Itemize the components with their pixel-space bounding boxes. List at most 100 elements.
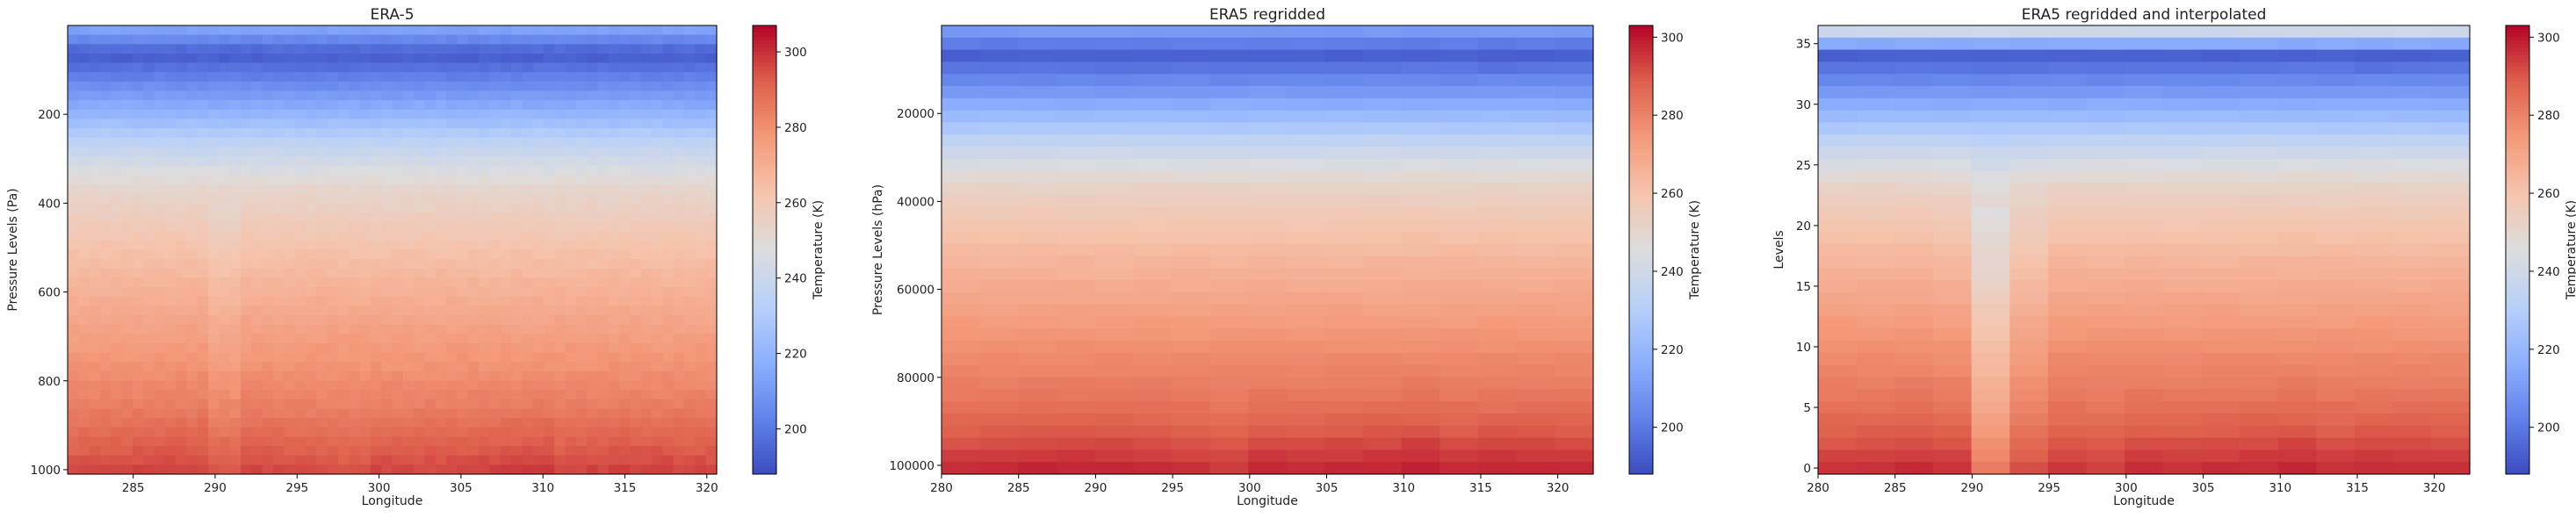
heatmap-cell [337, 287, 350, 298]
heatmap-cell [662, 315, 675, 326]
heatmap-cell [597, 156, 610, 167]
heatmap-cell [479, 212, 490, 223]
heatmap-cell [2355, 231, 2394, 245]
heatmap-cell [608, 44, 620, 54]
colorbar-segment [753, 388, 776, 392]
colorbar-segment [753, 306, 776, 311]
heatmap-cell [241, 259, 252, 270]
heatmap-cell [197, 53, 209, 64]
heatmap-cell [510, 137, 523, 147]
heatmap-cell [414, 324, 426, 335]
heatmap-cell [510, 287, 523, 298]
heatmap-cell [630, 109, 642, 120]
heatmap-cell [597, 277, 610, 288]
colorbar-segment [2506, 272, 2529, 277]
heatmap-cell [359, 203, 372, 213]
heatmap-cell [414, 53, 426, 64]
heatmap-cell [1516, 268, 1555, 281]
heatmap-cell [273, 240, 285, 251]
heatmap-cell [1856, 425, 1895, 439]
heatmap-cell [370, 81, 382, 92]
heatmap-cell [284, 380, 296, 391]
heatmap-cell [1286, 86, 1326, 99]
heatmap-cell [273, 342, 285, 354]
heatmap-cell [251, 100, 263, 111]
heatmap-cell [662, 427, 675, 438]
colorbar-segment [753, 246, 776, 250]
heatmap-cell [2240, 377, 2279, 390]
heatmap-cell [414, 231, 426, 241]
heatmap-cell [1478, 195, 1518, 208]
colorbar-segment [1629, 418, 1653, 422]
heatmap-cell [262, 277, 274, 288]
heatmap-cell [359, 342, 372, 354]
colorbar-segment [1629, 347, 1653, 351]
heatmap-cell [532, 268, 545, 279]
heatmap-cell [1056, 268, 1096, 281]
heatmap-cell [2316, 377, 2356, 390]
heatmap-cell [2086, 352, 2125, 366]
colorbar-segment [1629, 294, 1653, 299]
heatmap-cell [1324, 255, 1364, 269]
heatmap-cell [1248, 183, 1288, 196]
heatmap-cell [176, 268, 188, 279]
heatmap-cell [164, 137, 177, 147]
heatmap-cell [359, 119, 372, 129]
heatmap-cell [327, 371, 339, 382]
heatmap-cell [489, 109, 501, 120]
heatmap-cell [349, 240, 361, 251]
heatmap-cell [597, 34, 610, 45]
heatmap-cell [1363, 352, 1403, 366]
heatmap-cell [684, 109, 696, 120]
heatmap-cell [143, 464, 155, 475]
heatmap-cell [1440, 134, 1479, 147]
heatmap-cell [229, 287, 242, 298]
colorbar-segment [753, 74, 776, 79]
heatmap-cell [684, 25, 696, 36]
heatmap-cell [111, 137, 123, 147]
heatmap-cell [89, 399, 101, 410]
heatmap-cell [1363, 268, 1403, 281]
heatmap-cell [662, 334, 675, 344]
heatmap-cell [457, 380, 469, 391]
heatmap-cell [575, 203, 588, 213]
heatmap-cell [1248, 61, 1288, 75]
heatmap-cell [1440, 304, 1479, 318]
heatmap-cell [1324, 158, 1364, 172]
heatmap-cell [164, 418, 177, 428]
heatmap-cell [500, 334, 512, 344]
heatmap-cell [662, 296, 675, 306]
heatmap-cell [554, 128, 566, 139]
heatmap-cell [1286, 61, 1326, 75]
heatmap-cell [337, 390, 350, 400]
heatmap-cell [111, 371, 123, 382]
colorbar-segment [2506, 25, 2529, 30]
heatmap-cell [424, 315, 437, 326]
colorbar-segment [1629, 443, 1653, 449]
heatmap-cell [619, 53, 631, 64]
heatmap-cell [652, 334, 664, 344]
heatmap-cell [337, 399, 350, 410]
colorbar-segment [1629, 324, 1653, 329]
heatmap-cell [1248, 207, 1288, 220]
heatmap-cell [543, 240, 555, 251]
heatmap-cell [435, 268, 447, 279]
heatmap-cell [111, 119, 123, 129]
heatmap-cell [1056, 316, 1096, 329]
heatmap-cell [327, 268, 339, 279]
heatmap-cell [1932, 352, 1973, 366]
heatmap-cell [316, 81, 328, 92]
heatmap-cell [229, 342, 242, 354]
heatmap-cell [1094, 231, 1134, 245]
heatmap-cell [1171, 147, 1211, 160]
heatmap-cell [381, 334, 393, 344]
heatmap-cell [1286, 280, 1326, 293]
heatmap-cell [532, 315, 545, 326]
heatmap-cell [2125, 97, 2164, 112]
heatmap-cell [942, 437, 981, 450]
heatmap-cell [1932, 86, 1973, 99]
heatmap-cell [619, 156, 631, 167]
heatmap-cell [2240, 255, 2279, 269]
heatmap-cell [2431, 195, 2471, 208]
heatmap-cell [2240, 401, 2279, 414]
